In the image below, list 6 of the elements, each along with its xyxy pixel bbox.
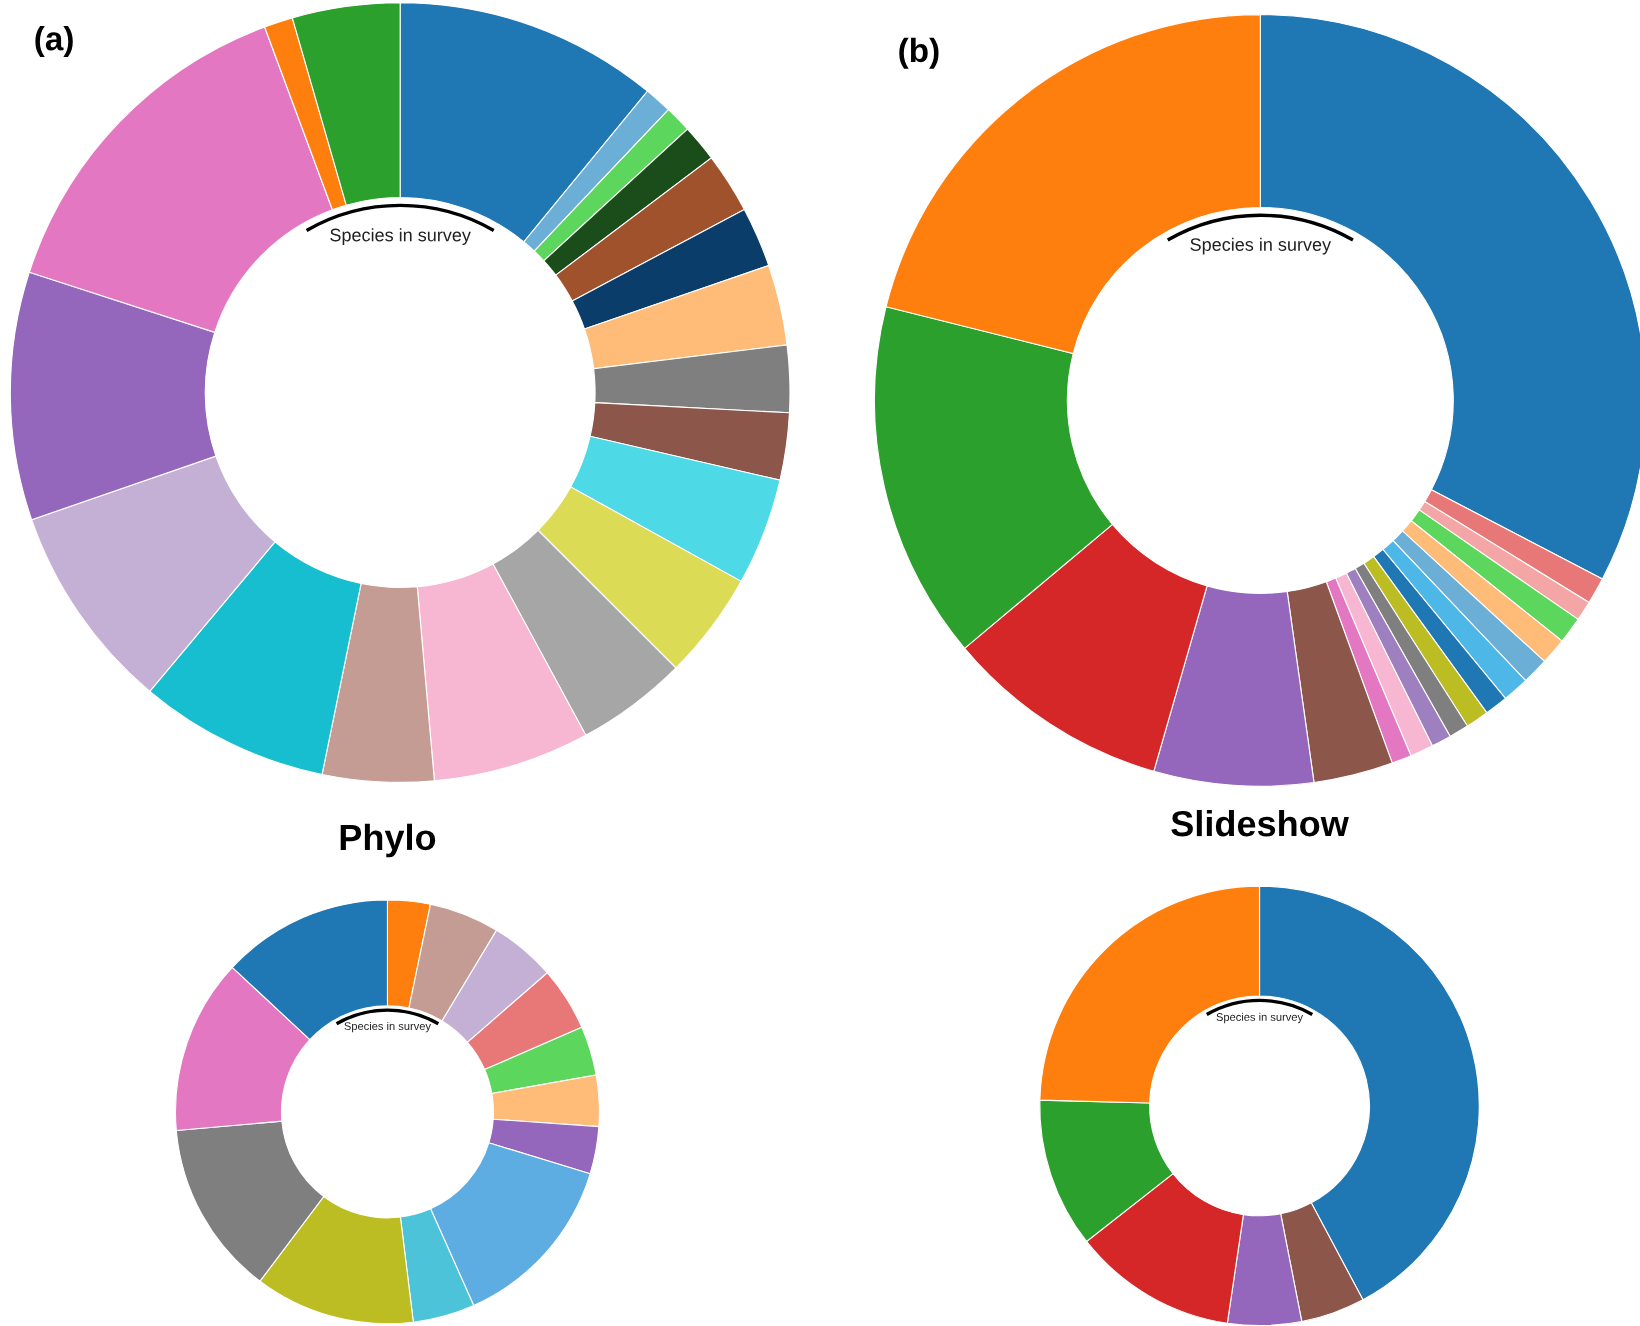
text: Species in survey [1190,237,1332,255]
text: (a) [35,26,73,58]
text: Species in survey [330,228,471,245]
chart-title: Phylo [340,823,436,858]
chart-title: Slideshow [1171,809,1349,837]
text: (b) [899,37,939,69]
